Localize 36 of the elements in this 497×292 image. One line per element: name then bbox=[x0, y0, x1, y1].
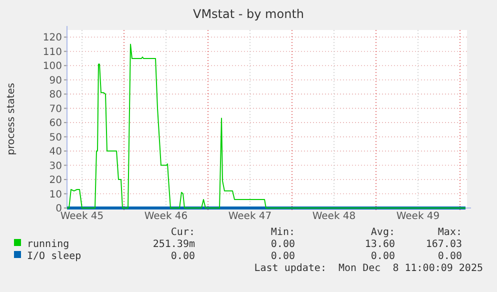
text: 0.00 bbox=[170, 251, 195, 262]
text: Last update: Mon Dec 8 11:00:09 2025 bbox=[254, 263, 483, 274]
y-tick-label: 50 bbox=[49, 132, 62, 144]
text: 0.00 bbox=[438, 251, 462, 262]
y-tick-label: 100 bbox=[42, 61, 62, 72]
x-tick-label: Week 48 bbox=[312, 211, 356, 222]
text: 0.00 bbox=[370, 251, 395, 262]
text: Cur: bbox=[170, 227, 195, 238]
legend-label: running bbox=[27, 239, 70, 250]
y-tick-label: 60 bbox=[49, 118, 62, 130]
text: 0.00 bbox=[270, 251, 295, 262]
line-series bbox=[66, 44, 466, 208]
y-axis-title: process states bbox=[6, 82, 17, 156]
x-tick-label: Week 49 bbox=[396, 211, 440, 222]
y-tick-label: 110 bbox=[42, 46, 62, 58]
y-tick-label: 40 bbox=[49, 146, 62, 158]
y-tick-label: 80 bbox=[49, 90, 62, 101]
x-tick-label: Week 46 bbox=[144, 211, 188, 222]
text: 13.60 bbox=[364, 239, 395, 250]
y-tick-label: 20 bbox=[49, 175, 62, 186]
text: Min: bbox=[270, 227, 295, 238]
y-tick-label: 30 bbox=[49, 160, 62, 172]
text: 251.39m bbox=[152, 239, 195, 250]
legend-label: I/O sleep bbox=[27, 251, 82, 262]
x-tick-label: Week 45 bbox=[60, 211, 104, 222]
text: 0.00 bbox=[270, 239, 295, 250]
text: 167.03 bbox=[426, 239, 462, 250]
y-tick-label: 0 bbox=[56, 204, 62, 214]
text: Max: bbox=[438, 227, 462, 238]
chart-title: VMstat - by month bbox=[192, 7, 304, 21]
y-tick-label: 120 bbox=[42, 32, 62, 44]
text: Avg: bbox=[370, 227, 395, 238]
x-tick-label: Week 47 bbox=[228, 211, 272, 222]
y-tick-label: 10 bbox=[49, 189, 62, 200]
y-tick-label: 70 bbox=[49, 104, 62, 115]
y-tick-label: 90 bbox=[49, 75, 62, 86]
